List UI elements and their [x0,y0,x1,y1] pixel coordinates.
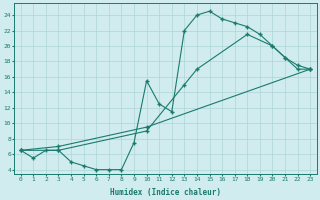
X-axis label: Humidex (Indice chaleur): Humidex (Indice chaleur) [110,188,221,197]
